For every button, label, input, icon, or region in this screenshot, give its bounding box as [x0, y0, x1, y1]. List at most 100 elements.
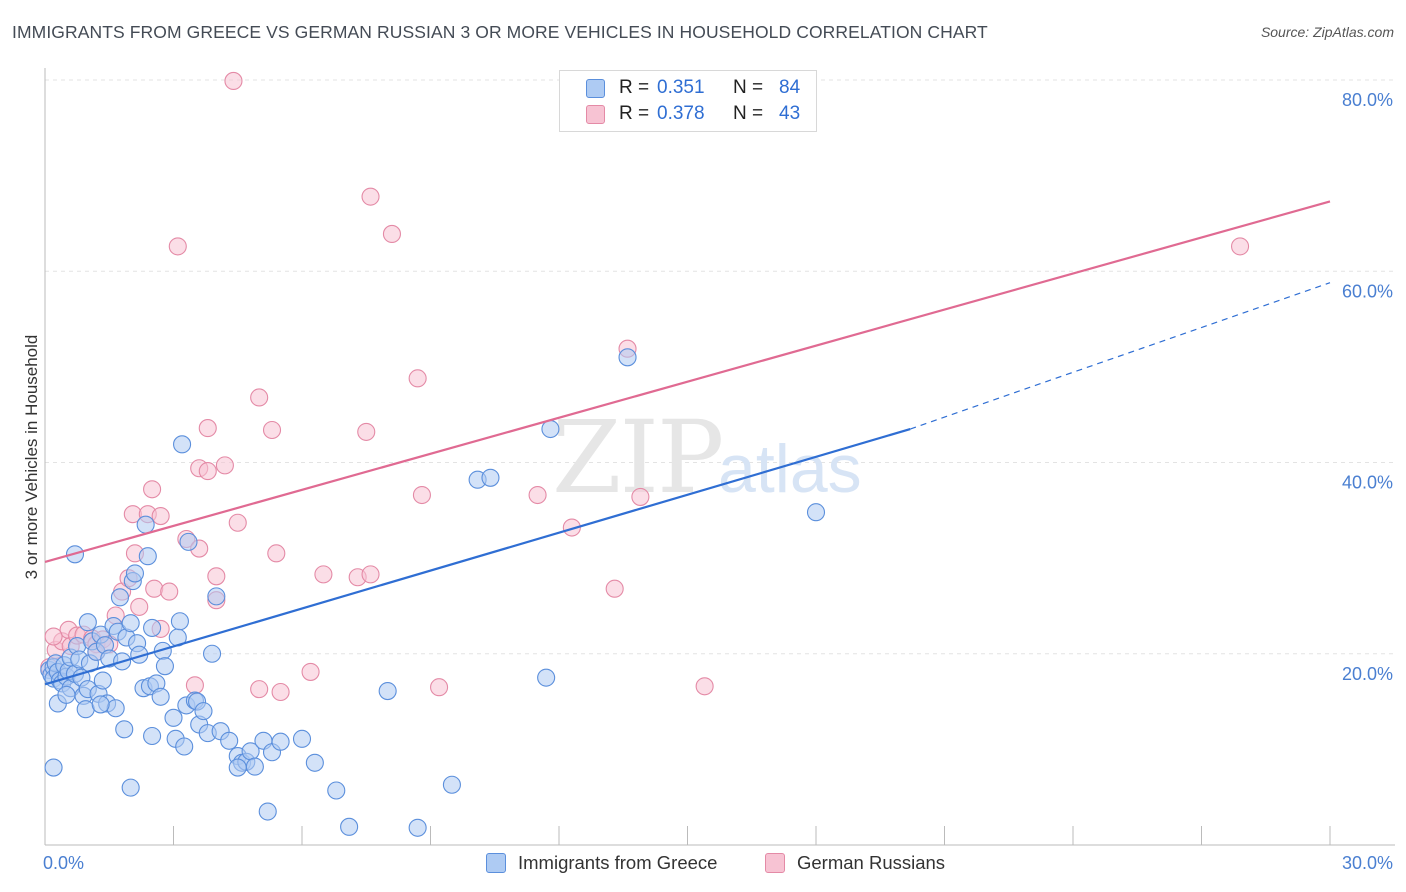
- chart-title: IMMIGRANTS FROM GREECE VS GERMAN RUSSIAN…: [12, 22, 988, 42]
- legend-item-german-russians[interactable]: German Russians: [765, 852, 945, 874]
- greece-point: [378, 681, 397, 701]
- greece-point: [228, 758, 247, 777]
- greece-point: [121, 778, 140, 797]
- german-russians-point: [695, 677, 714, 696]
- greece-point: [271, 732, 290, 751]
- greece-point: [170, 612, 189, 631]
- german-russians-point: [168, 237, 187, 256]
- greece-point: [481, 468, 500, 487]
- greece-point: [537, 668, 556, 687]
- greece-point: [155, 657, 174, 676]
- y-tick-label: 60.0%: [1342, 281, 1393, 301]
- n-value: 43: [779, 103, 801, 124]
- german-russians-point: [631, 487, 650, 506]
- greece-point: [220, 731, 239, 750]
- y-axis-label: 3 or more Vehicles in Household: [22, 335, 41, 580]
- german-russians-point: [130, 597, 149, 616]
- gridlines: [45, 79, 1395, 655]
- greece-point: [327, 781, 346, 800]
- greece-point: [541, 419, 560, 439]
- german-russians-point: [430, 678, 449, 697]
- german-russians-point: [185, 676, 204, 695]
- y-tick-label: 20.0%: [1342, 664, 1393, 684]
- greece-point: [340, 817, 359, 836]
- greece-point: [245, 757, 264, 776]
- german-russians-point: [271, 682, 290, 702]
- greece-point: [78, 613, 97, 632]
- german-russians-point: [215, 456, 234, 475]
- x-tick-label: 30.0%: [1342, 853, 1393, 873]
- greece-trend-extension: [910, 282, 1331, 430]
- y-tick-label: 40.0%: [1342, 473, 1393, 493]
- y-tick-label: 80.0%: [1342, 90, 1393, 110]
- greece-point: [442, 775, 461, 794]
- german-russians-point: [314, 565, 333, 584]
- greece-point: [305, 753, 324, 772]
- greece-point: [121, 614, 140, 633]
- german-russians-point: [408, 369, 427, 388]
- greece-point: [93, 671, 112, 690]
- greece-point: [76, 700, 95, 719]
- trend-lines: [44, 200, 1331, 686]
- german-russians-point: [605, 579, 624, 598]
- german-russians-point: [224, 71, 243, 91]
- x-tick-label: 0.0%: [43, 853, 84, 873]
- stats-row-greece: R = 0.351 N = 84: [586, 76, 800, 100]
- greece-point: [136, 515, 155, 534]
- greece-swatch-icon: [586, 78, 605, 98]
- legend-label-german-russians: German Russians: [797, 852, 946, 873]
- greece-point: [106, 699, 125, 718]
- r-label: R =: [619, 103, 650, 124]
- greece-point: [173, 435, 192, 454]
- german-russians-point: [361, 187, 380, 206]
- german-russians-swatch-icon: [586, 104, 605, 124]
- german-russians-point: [361, 565, 380, 584]
- german-russians-legend-swatch-icon: [765, 853, 785, 873]
- german-russians-point: [145, 579, 164, 598]
- german-russians-point: [382, 224, 402, 244]
- greece-legend-swatch-icon: [486, 853, 506, 873]
- german-russians-point: [301, 662, 320, 681]
- german-russians-point: [151, 506, 170, 526]
- german-russians-point: [357, 422, 376, 441]
- n-label: N =: [733, 77, 764, 98]
- n-value: 84: [779, 77, 801, 98]
- german-russians-point: [262, 420, 282, 440]
- greece-point: [258, 802, 277, 821]
- source-credit: Source: ZipAtlas.com: [1260, 24, 1394, 40]
- greece-point: [91, 695, 110, 714]
- stats-row-german-russians: R = 0.378 N = 43: [586, 102, 800, 126]
- legend-label-greece: Immigrants from Greece: [518, 852, 718, 873]
- german-russians-point: [207, 567, 226, 586]
- greece-point: [175, 737, 194, 756]
- german-russians-point: [267, 544, 286, 563]
- german-russians-point: [562, 518, 581, 537]
- german-russians-point: [198, 419, 217, 438]
- r-value: 0.378: [657, 103, 705, 124]
- greece-point: [292, 729, 312, 748]
- greece-point: [806, 503, 826, 522]
- stats-legend: R = 0.351 N = 84 R = 0.378 N = 43: [559, 70, 817, 132]
- german-russians-point: [250, 388, 269, 407]
- legend-item-greece[interactable]: Immigrants from Greece: [486, 852, 717, 874]
- greece-point: [115, 720, 134, 739]
- german-russians-point: [143, 480, 162, 499]
- r-label: R =: [619, 77, 650, 98]
- greece-point: [57, 685, 76, 704]
- n-label: N =: [733, 103, 764, 124]
- greece-point: [143, 618, 162, 637]
- watermark-atlas: atlas: [718, 431, 862, 507]
- greece-point: [194, 702, 213, 721]
- greece-point: [151, 687, 170, 706]
- greece-point: [164, 708, 183, 727]
- greece-point: [44, 758, 63, 777]
- greece-point: [110, 588, 130, 607]
- tick-labels: 20.0% 40.0% 60.0% 80.0% 0.0% 30.0%: [43, 90, 1393, 873]
- german-russians-point: [228, 513, 247, 532]
- german-russians-point: [412, 485, 431, 505]
- greece-point: [179, 532, 198, 551]
- german-russians-point: [160, 582, 179, 601]
- greece-point: [138, 547, 157, 566]
- axes: [44, 68, 1395, 846]
